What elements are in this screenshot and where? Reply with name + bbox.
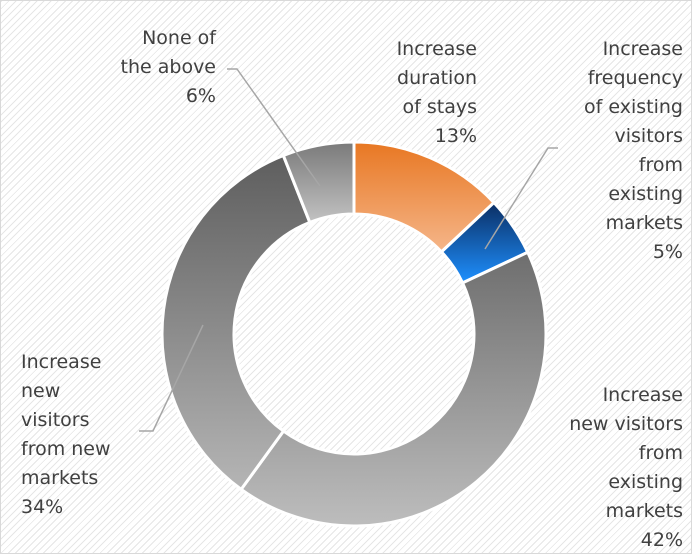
slice-category-label: duration — [397, 67, 477, 89]
slice-category-label: new visitors — [569, 413, 683, 435]
slice-category-label: visitors — [615, 125, 684, 147]
donut-slice — [160, 153, 312, 492]
slice-value-label: 42% — [641, 529, 683, 551]
slice-data-label: Increase frequency of existing visitors from… — [584, 38, 683, 263]
slice-category-label: Increase — [603, 38, 683, 60]
leader-line — [484, 147, 558, 250]
slice-category-label: Increase — [21, 351, 101, 373]
slice-category-label: Increase — [603, 384, 683, 406]
slice-data-label: Increase new visitors from existing markets 4… — [569, 384, 683, 551]
slice-category-label: of existing — [584, 96, 683, 118]
leader-line — [227, 68, 321, 187]
slice-category-label: markets — [606, 500, 683, 522]
slice-value-label: 6% — [186, 85, 216, 107]
slice-data-label: None of the above 6% — [121, 27, 218, 107]
slice-category-label: from — [639, 154, 683, 176]
slice-value-label: 34% — [21, 496, 63, 518]
slice-category-label: frequency — [588, 67, 683, 89]
slice-data-label: Increase new visitors from new markets 34% — [21, 351, 111, 518]
slice-category-label: of stays — [403, 96, 478, 118]
slice-category-label: new — [21, 380, 60, 402]
slice-category-label: the above — [121, 56, 216, 78]
slice-category-label: from new — [21, 438, 111, 460]
slice-category-label: Increase — [397, 38, 477, 60]
slice-data-label: Increase duration of stays 13% — [397, 38, 477, 147]
leader-line — [139, 324, 204, 432]
donut-slice — [239, 250, 548, 528]
slice-category-label: existing — [608, 471, 683, 493]
slice-category-label: markets — [606, 212, 683, 234]
slice-value-label: 13% — [435, 125, 477, 147]
slice-value-label: 5% — [653, 241, 683, 263]
slice-category-label: None of — [142, 27, 217, 49]
donut-slice — [281, 140, 356, 225]
slice-category-label: existing — [608, 183, 683, 205]
slice-category-label: markets — [21, 467, 98, 489]
slice-category-label: visitors — [21, 409, 90, 431]
slice-category-label: from — [639, 442, 683, 464]
